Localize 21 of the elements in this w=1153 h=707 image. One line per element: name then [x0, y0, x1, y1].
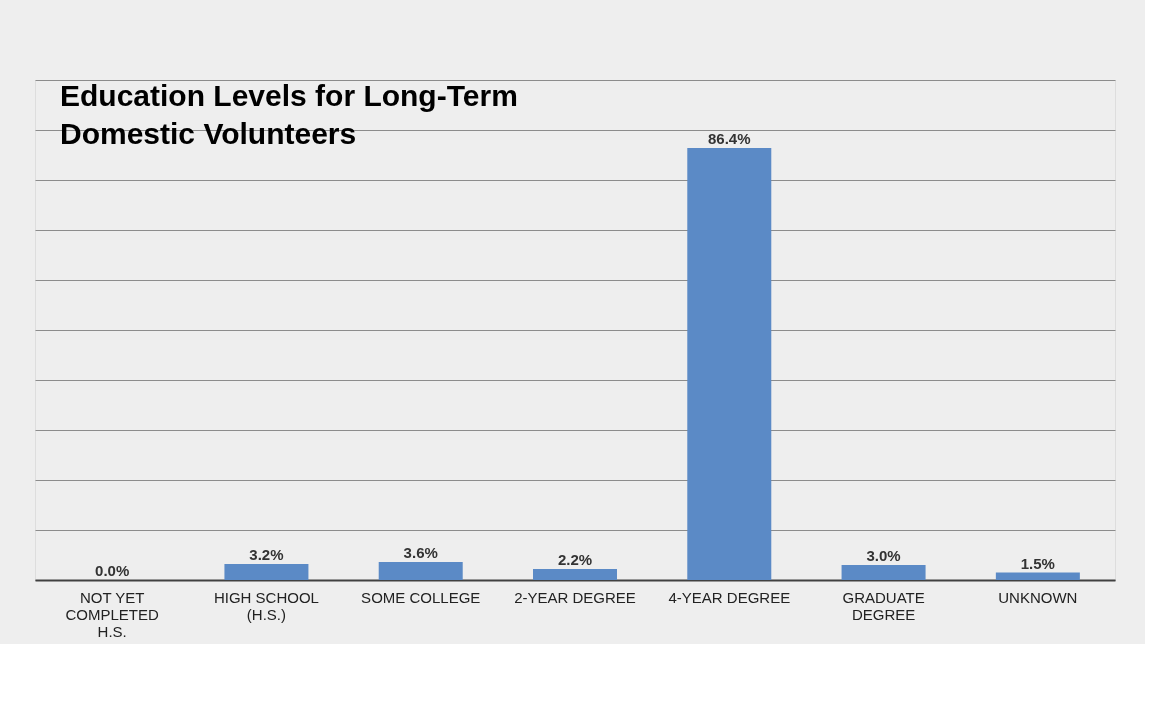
data-label: 2.2% [557, 551, 593, 568]
bar [995, 572, 1080, 580]
bar [378, 562, 463, 580]
bar [224, 564, 309, 580]
data-label: 3.2% [249, 546, 284, 563]
x-tick-label: HIGH SCHOOL (H.S.) [213, 588, 319, 623]
bar [687, 148, 772, 580]
bar [533, 569, 617, 580]
x-tick-label: NOT YET COMPLETED H.S. [65, 588, 159, 640]
x-tick-label: SOME COLLEGE [361, 588, 481, 606]
data-label: 0.0% [95, 562, 130, 579]
bar [841, 565, 926, 580]
data-label: 3.0% [866, 547, 901, 564]
x-tick-label: GRADUATE DEGREE [842, 588, 925, 623]
data-label: 3.6% [403, 544, 438, 561]
x-tick-label: 2-YEAR DEGREE [514, 588, 636, 606]
text: Education Levels for Long-Term Domestic Volunteers [60, 79, 518, 150]
x-tick-label: 4-YEAR DEGREE [668, 588, 791, 606]
data-label: 86.4% [708, 130, 751, 147]
data-label: 1.5% [1020, 554, 1055, 572]
x-tick-label: UNKNOWN [998, 588, 1078, 606]
